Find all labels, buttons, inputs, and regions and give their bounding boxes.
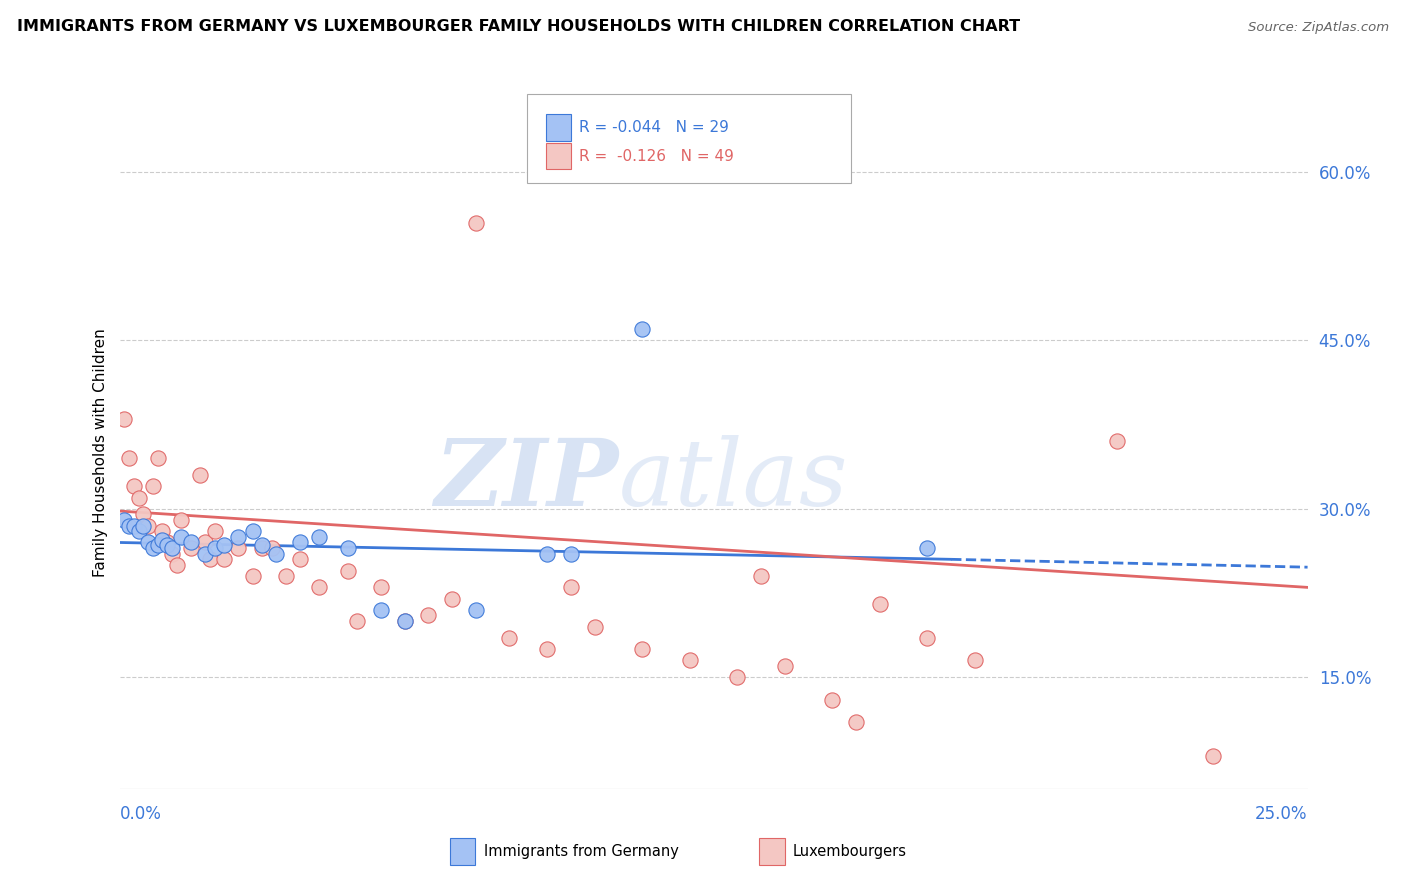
Point: [583, 620, 606, 634]
Text: Luxembourgers: Luxembourgers: [793, 845, 907, 859]
Point: [464, 603, 488, 617]
Point: [418, 608, 440, 623]
Text: atlas: atlas: [619, 434, 848, 524]
Point: [142, 479, 165, 493]
Point: [128, 524, 150, 539]
Point: [1107, 434, 1129, 449]
Point: [112, 412, 135, 426]
Point: [170, 513, 193, 527]
Point: [536, 547, 558, 561]
Point: [631, 322, 654, 336]
Y-axis label: Family Households with Children: Family Households with Children: [93, 328, 108, 577]
Point: [260, 541, 283, 555]
Point: [560, 547, 582, 561]
Point: [188, 468, 211, 483]
Point: [160, 541, 183, 555]
Text: R = -0.044   N = 29: R = -0.044 N = 29: [579, 120, 730, 135]
Point: [180, 541, 202, 555]
Point: [160, 547, 183, 561]
Point: [146, 451, 169, 466]
Point: [464, 216, 488, 230]
Point: [560, 581, 582, 595]
Point: [917, 631, 939, 645]
Point: [136, 518, 159, 533]
Point: [821, 692, 844, 706]
Text: IMMIGRANTS FROM GERMANY VS LUXEMBOURGER FAMILY HOUSEHOLDS WITH CHILDREN CORRELAT: IMMIGRANTS FROM GERMANY VS LUXEMBOURGER …: [17, 20, 1019, 34]
Text: 25.0%: 25.0%: [1256, 805, 1308, 822]
Point: [118, 451, 141, 466]
Point: [194, 547, 217, 561]
Point: [370, 581, 392, 595]
Point: [336, 564, 359, 578]
Point: [845, 715, 868, 730]
Point: [142, 541, 165, 555]
Point: [242, 524, 264, 539]
Point: [631, 642, 654, 657]
Point: [869, 597, 891, 611]
Point: [274, 569, 297, 583]
Point: [394, 614, 416, 628]
Point: [288, 552, 311, 566]
Point: [749, 569, 772, 583]
Point: [228, 530, 250, 544]
Point: [308, 581, 330, 595]
Point: [498, 631, 520, 645]
Point: [212, 538, 235, 552]
Point: [963, 653, 986, 667]
Point: [536, 642, 558, 657]
Point: [725, 670, 748, 684]
Text: ZIP: ZIP: [434, 434, 619, 524]
Point: [132, 518, 155, 533]
Text: 0.0%: 0.0%: [120, 805, 162, 822]
Point: [212, 552, 235, 566]
Point: [336, 541, 359, 555]
Text: Immigrants from Germany: Immigrants from Germany: [484, 845, 679, 859]
Point: [150, 524, 173, 539]
Point: [180, 535, 202, 549]
Point: [132, 508, 155, 522]
Point: [346, 614, 368, 628]
Point: [150, 533, 173, 548]
Point: [136, 535, 159, 549]
Point: [156, 535, 179, 549]
Text: R =  -0.126   N = 49: R = -0.126 N = 49: [579, 149, 734, 163]
Point: [118, 518, 141, 533]
Text: Source: ZipAtlas.com: Source: ZipAtlas.com: [1249, 21, 1389, 34]
Point: [394, 614, 416, 628]
Point: [370, 603, 392, 617]
Point: [112, 513, 135, 527]
Point: [266, 547, 288, 561]
Point: [917, 541, 939, 555]
Point: [122, 518, 145, 533]
Point: [198, 552, 221, 566]
Point: [308, 530, 330, 544]
Point: [242, 569, 264, 583]
Point: [773, 659, 796, 673]
Point: [1201, 748, 1223, 763]
Point: [194, 535, 217, 549]
Point: [166, 558, 188, 572]
Point: [128, 491, 150, 505]
Point: [679, 653, 702, 667]
Point: [250, 538, 273, 552]
Point: [122, 479, 145, 493]
Point: [288, 535, 311, 549]
Point: [146, 538, 169, 552]
Point: [441, 591, 464, 606]
Point: [250, 541, 273, 555]
Point: [204, 541, 226, 555]
Point: [204, 524, 226, 539]
Point: [228, 541, 250, 555]
Point: [170, 530, 193, 544]
Point: [156, 538, 179, 552]
